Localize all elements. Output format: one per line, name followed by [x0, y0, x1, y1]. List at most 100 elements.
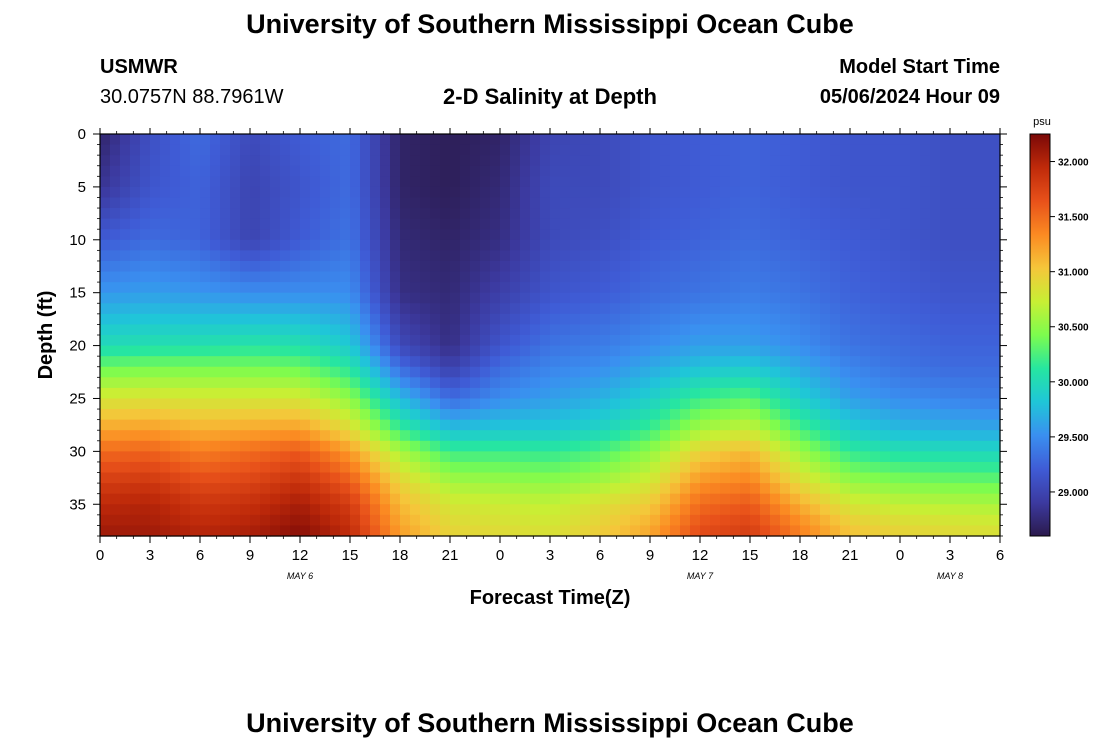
heatmap-cell: [240, 356, 251, 368]
heatmap-cell: [230, 525, 241, 537]
heatmap-cell: [810, 398, 821, 410]
heatmap-cell: [520, 218, 531, 230]
heatmap-cell: [460, 440, 471, 452]
heatmap-cell: [490, 271, 501, 283]
heatmap-cell: [980, 324, 991, 336]
heatmap-cell: [290, 483, 301, 495]
heatmap-cell: [840, 472, 851, 484]
heatmap-cell: [660, 186, 671, 199]
heatmap-cell: [690, 430, 701, 442]
heatmap-cell: [240, 165, 251, 177]
heatmap-cell: [770, 324, 781, 336]
heatmap-cell: [800, 493, 811, 505]
heatmap-cell: [870, 525, 881, 537]
heatmap-cell: [830, 335, 841, 347]
heatmap-cell: [140, 155, 151, 167]
heatmap-cell: [130, 313, 141, 326]
heatmap-cell: [500, 292, 511, 304]
heatmap-cell: [740, 504, 751, 516]
heatmap-cell: [960, 409, 971, 421]
heatmap-cell: [840, 504, 851, 516]
heatmap-cell: [160, 356, 171, 368]
heatmap-cell: [450, 451, 461, 463]
heatmap-cell: [140, 387, 151, 400]
heatmap-cell: [370, 461, 381, 474]
heatmap-cell: [390, 366, 401, 378]
heatmap-cell: [770, 398, 781, 410]
heatmap-cell: [530, 451, 541, 463]
heatmap-cell: [540, 313, 551, 326]
heatmap-cell: [190, 134, 201, 146]
heatmap-cell: [450, 271, 461, 283]
heatmap-cell: [220, 514, 231, 527]
heatmap-cell: [510, 430, 521, 442]
heatmap-cell: [790, 345, 801, 357]
heatmap-cell: [370, 271, 381, 283]
heatmap-cell: [460, 345, 471, 357]
heatmap-cell: [100, 134, 111, 146]
heatmap-cell: [760, 387, 771, 400]
heatmap-cell: [400, 440, 411, 452]
heatmap-cell: [440, 440, 451, 452]
heatmap-cell: [920, 335, 931, 347]
heatmap-cell: [110, 324, 121, 336]
heatmap-cell: [430, 493, 441, 505]
heatmap-cell: [750, 483, 761, 495]
heatmap-cell: [170, 144, 181, 156]
heatmap-cell: [800, 218, 811, 230]
heatmap-cell: [400, 483, 411, 495]
heatmap-cell: [190, 440, 201, 452]
heatmap-cell: [480, 398, 491, 410]
heatmap-cell: [810, 155, 821, 167]
heatmap-cell: [890, 282, 901, 294]
heatmap-cell: [300, 208, 311, 220]
heatmap-cell: [840, 398, 851, 410]
heatmap-cell: [670, 345, 681, 357]
heatmap-cell: [890, 260, 901, 273]
heatmap-cell: [310, 514, 321, 527]
heatmap-cell: [670, 197, 681, 209]
heatmap-cell: [100, 292, 111, 304]
heatmap-cell: [370, 282, 381, 294]
heatmap-cell: [430, 292, 441, 304]
heatmap-cell: [550, 260, 561, 273]
heatmap-cell: [530, 461, 541, 474]
heatmap-cell: [260, 366, 271, 378]
heatmap-cell: [640, 239, 651, 251]
heatmap-cell: [490, 483, 501, 495]
heatmap-cell: [840, 493, 851, 505]
heatmap-cell: [730, 504, 741, 516]
heatmap-cell: [810, 356, 821, 368]
heatmap-cell: [540, 356, 551, 368]
heatmap-cell: [440, 165, 451, 177]
heatmap-cell: [630, 345, 641, 357]
heatmap-cell: [440, 271, 451, 283]
heatmap-cell: [200, 398, 211, 410]
heatmap-cell: [230, 197, 241, 209]
heatmap-cell: [840, 218, 851, 230]
heatmap-cell: [330, 345, 341, 357]
heatmap-cell: [130, 324, 141, 336]
heatmap-cell: [870, 387, 881, 400]
heatmap-cell: [850, 398, 861, 410]
heatmap-cell: [840, 430, 851, 442]
heatmap-cell: [670, 155, 681, 167]
heatmap-cell: [870, 504, 881, 516]
heatmap-cell: [330, 292, 341, 304]
heatmap-cell: [950, 356, 961, 368]
heatmap-cell: [310, 144, 321, 156]
heatmap-cell: [260, 144, 271, 156]
heatmap-cell: [840, 271, 851, 283]
heatmap-cell: [700, 366, 711, 378]
heatmap-cell: [290, 472, 301, 484]
heatmap-cell: [890, 472, 901, 484]
heatmap-cell: [290, 155, 301, 167]
heatmap-cell: [900, 197, 911, 209]
heatmap-cell: [610, 271, 621, 283]
heatmap-cell: [430, 197, 441, 209]
heatmap-cell: [970, 229, 981, 241]
heatmap-cell: [540, 472, 551, 484]
heatmap-cell: [320, 461, 331, 474]
heatmap-cell: [980, 514, 991, 527]
heatmap-cell: [990, 250, 1001, 262]
